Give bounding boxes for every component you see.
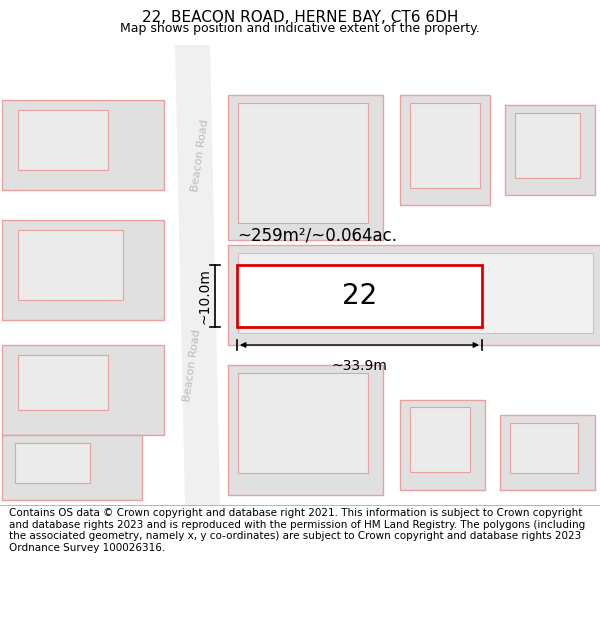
Bar xyxy=(505,105,595,195)
Bar xyxy=(500,415,595,490)
Text: Contains OS data © Crown copyright and database right 2021. This information is : Contains OS data © Crown copyright and d… xyxy=(9,508,585,553)
Text: Map shows position and indicative extent of the property.: Map shows position and indicative extent… xyxy=(120,22,480,35)
Text: ~10.0m: ~10.0m xyxy=(198,268,212,324)
Bar xyxy=(228,95,383,240)
Bar xyxy=(2,345,164,435)
Bar xyxy=(228,365,383,495)
Bar xyxy=(18,230,123,300)
Bar xyxy=(510,423,578,473)
Polygon shape xyxy=(175,45,220,505)
Text: 22: 22 xyxy=(342,282,377,310)
Bar xyxy=(2,100,164,190)
Bar xyxy=(15,443,90,483)
Bar xyxy=(238,253,593,333)
Bar xyxy=(238,103,368,223)
Bar xyxy=(237,265,482,327)
Bar xyxy=(18,110,108,170)
Bar xyxy=(410,407,470,472)
Text: ~33.9m: ~33.9m xyxy=(332,359,388,373)
Bar xyxy=(2,220,164,320)
Bar xyxy=(238,373,368,473)
Bar xyxy=(18,355,108,410)
Bar xyxy=(400,400,485,490)
Text: ~259m²/~0.064ac.: ~259m²/~0.064ac. xyxy=(237,226,397,244)
Text: Beacon Road: Beacon Road xyxy=(190,118,210,192)
Bar xyxy=(228,245,600,345)
Bar xyxy=(400,95,490,205)
Bar xyxy=(515,113,580,178)
Bar xyxy=(410,103,480,188)
Bar xyxy=(2,435,142,500)
Text: Beacon Road: Beacon Road xyxy=(182,328,202,402)
Text: 22, BEACON ROAD, HERNE BAY, CT6 6DH: 22, BEACON ROAD, HERNE BAY, CT6 6DH xyxy=(142,10,458,25)
